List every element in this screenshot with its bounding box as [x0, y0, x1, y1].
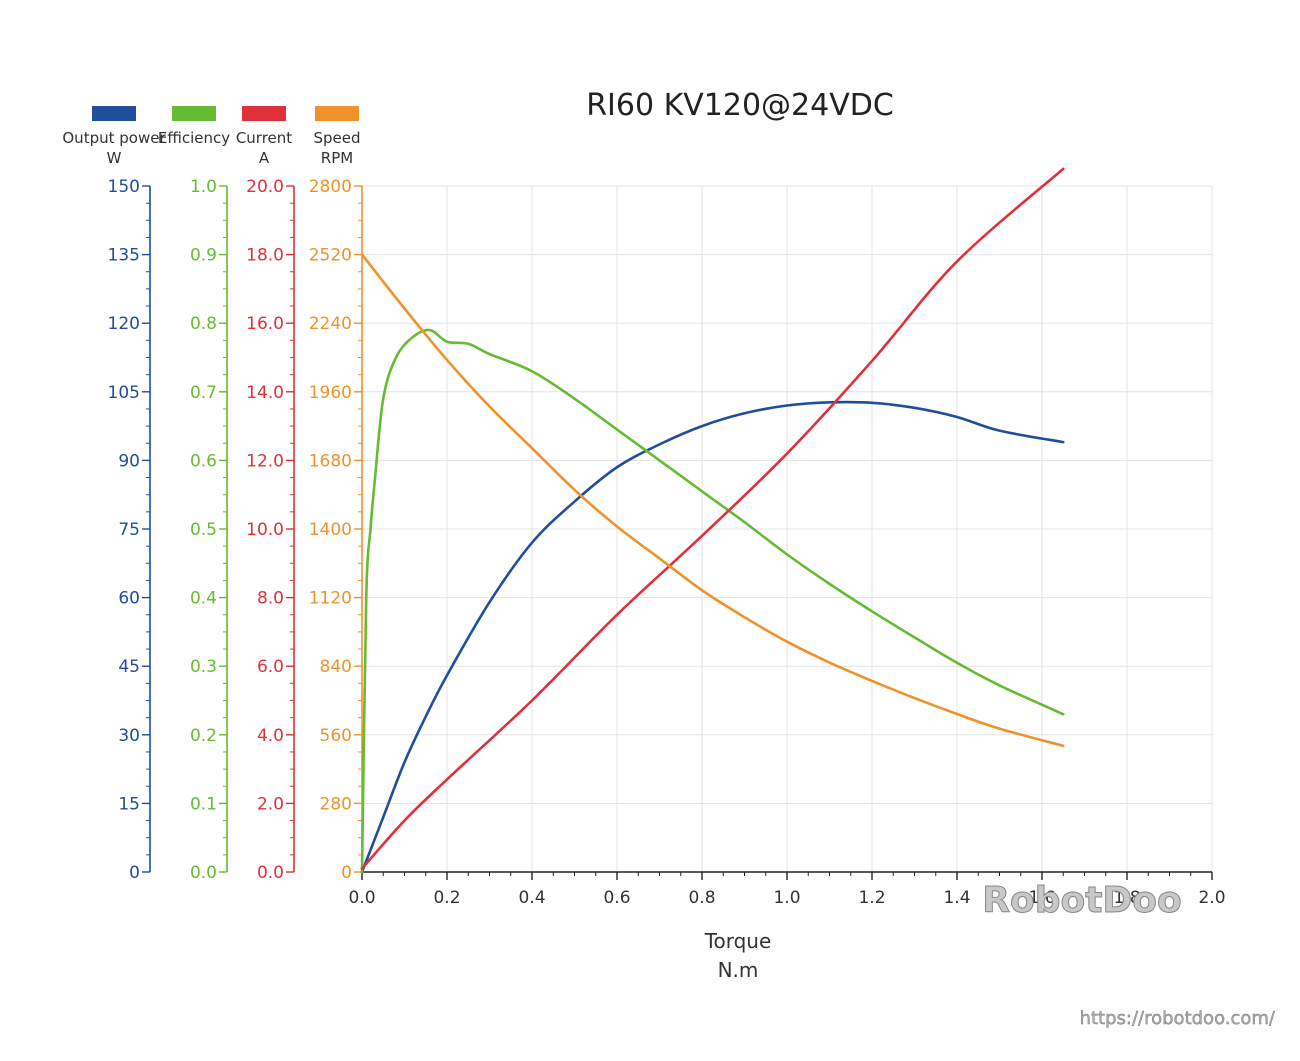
y-tick-label-power: 120 — [108, 314, 140, 334]
x-tick-label: 0.6 — [603, 888, 630, 908]
series-line-current — [360, 167, 1065, 870]
legend-unit-power: W — [107, 149, 122, 167]
legend-label-speed: Speed — [313, 129, 360, 147]
x-axis-unit: N.m — [718, 958, 759, 982]
x-tick-label: 0.4 — [518, 888, 545, 908]
y-tick-label-speed: 280 — [320, 794, 352, 814]
y-tick-label-speed: 1680 — [309, 451, 352, 471]
y-tick-label-speed: 1400 — [309, 520, 352, 540]
y-tick-label-efficiency: 0.3 — [190, 657, 217, 677]
y-axis-speed: 0 280 560 840 1120 1400 1680 1960 2240 2520 2800 — [309, 177, 363, 883]
y-tick-label-efficiency: 0.9 — [190, 246, 217, 266]
y-tick-label-power: 105 — [108, 383, 140, 403]
y-tick-label-speed: 2240 — [309, 314, 352, 334]
y-tick-label-current: 14.0 — [246, 383, 284, 403]
legend-label-power: Output power — [62, 129, 166, 147]
x-tick-label: 0.0 — [348, 888, 375, 908]
y-axes: 0 15 30 45 60 75 90 105 120 135 150 0.0 0.1 0.2 0.3 0.4… — [108, 177, 363, 883]
legend-swatch-speed — [315, 106, 359, 121]
watermark-text: RobotDoo — [982, 880, 1182, 921]
y-tick-label-efficiency: 1.0 — [190, 177, 217, 197]
x-tick-label: 0.2 — [433, 888, 460, 908]
legend-unit-current: A — [259, 149, 270, 167]
series-line-efficiency — [360, 328, 1065, 874]
legend-item-power: Output power W — [62, 106, 166, 167]
y-tick-label-efficiency: 0.7 — [190, 383, 217, 403]
y-tick-label-speed: 840 — [320, 657, 352, 677]
x-tick-label: 1.6 — [1028, 888, 1055, 908]
legend-item-current: Current A — [236, 106, 292, 167]
source-url: https://robotdoo.com/ — [1080, 1008, 1276, 1029]
x-tick-label: 1.8 — [1113, 888, 1140, 908]
legend-label-current: Current — [236, 129, 292, 147]
x-tick-label: 1.0 — [773, 888, 800, 908]
legend-item-speed: Speed RPM — [313, 106, 361, 167]
y-tick-label-speed: 0 — [341, 863, 352, 883]
chart-title: RI60 KV120@24VDC — [586, 88, 894, 123]
legend-unit-speed: RPM — [321, 149, 353, 167]
y-tick-label-current: 8.0 — [257, 589, 284, 609]
y-tick-label-current: 16.0 — [246, 314, 284, 334]
y-tick-label-speed: 1960 — [309, 383, 352, 403]
y-tick-label-power: 0 — [129, 863, 140, 883]
y-tick-label-current: 12.0 — [246, 451, 284, 471]
y-tick-label-current: 4.0 — [257, 726, 284, 746]
y-tick-label-power: 60 — [118, 589, 140, 609]
x-tick-label: 1.4 — [943, 888, 970, 908]
y-tick-label-current: 10.0 — [246, 520, 284, 540]
y-tick-label-speed: 560 — [320, 726, 352, 746]
y-axis-current: 0.0 2.0 4.0 6.0 8.0 10.0 12.0 14.0 16.0 18.0 20.0 — [246, 177, 295, 883]
x-tick-label: 1.2 — [858, 888, 885, 908]
y-tick-label-efficiency: 0.6 — [190, 451, 217, 471]
legend: Output power W Efficiency Current A Speed RPM — [62, 106, 361, 167]
y-tick-label-speed: 2520 — [309, 246, 352, 266]
y-tick-label-efficiency: 0.1 — [190, 794, 217, 814]
y-tick-label-efficiency: 0.0 — [190, 863, 217, 883]
y-tick-label-power: 45 — [118, 657, 140, 677]
legend-item-efficiency: Efficiency — [158, 106, 230, 147]
legend-swatch-efficiency — [172, 106, 216, 121]
y-tick-label-current: 18.0 — [246, 246, 284, 266]
y-tick-label-efficiency: 0.4 — [190, 589, 217, 609]
y-tick-label-power: 150 — [108, 177, 140, 197]
y-tick-label-power: 30 — [118, 726, 140, 746]
y-tick-label-power: 135 — [108, 246, 140, 266]
y-tick-label-current: 2.0 — [257, 794, 284, 814]
y-tick-label-power: 75 — [118, 520, 140, 540]
y-tick-label-power: 15 — [118, 794, 140, 814]
y-tick-label-current: 20.0 — [246, 177, 284, 197]
y-tick-label-speed: 1120 — [309, 589, 352, 609]
x-tick-label: 2.0 — [1198, 888, 1225, 908]
legend-swatch-power — [92, 106, 136, 121]
x-tick-label: 0.8 — [688, 888, 715, 908]
x-axis-title: Torque — [704, 929, 772, 953]
y-tick-label-current: 0.0 — [257, 863, 284, 883]
legend-label-efficiency: Efficiency — [158, 129, 230, 147]
y-axis-power: 0 15 30 45 60 75 90 105 120 135 150 — [108, 177, 151, 883]
y-tick-label-efficiency: 0.5 — [190, 520, 217, 540]
x-axis: 0.0 0.2 0.4 0.6 0.8 1.0 1.2 1.4 1.6 1.8 2.0 — [348, 871, 1226, 908]
y-tick-label-power: 90 — [118, 451, 140, 471]
y-tick-label-efficiency: 0.8 — [190, 314, 217, 334]
grid — [362, 185, 1213, 872]
legend-swatch-current — [242, 106, 286, 121]
plot-series — [360, 167, 1065, 874]
series-line-power — [360, 400, 1065, 874]
y-axis-efficiency: 0.0 0.1 0.2 0.3 0.4 0.5 0.6 0.7 0.8 0.9 1.0 — [190, 177, 228, 883]
series-line-speed — [360, 253, 1065, 748]
y-tick-label-speed: 2800 — [309, 177, 352, 197]
y-tick-label-current: 6.0 — [257, 657, 284, 677]
y-tick-label-efficiency: 0.2 — [190, 726, 217, 746]
